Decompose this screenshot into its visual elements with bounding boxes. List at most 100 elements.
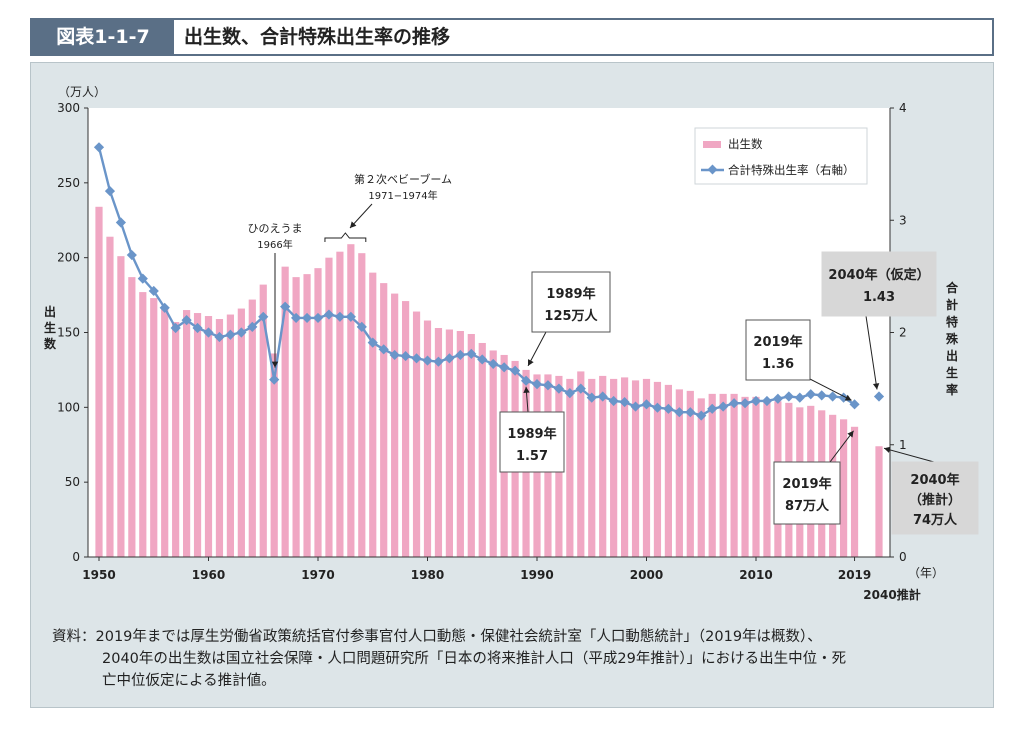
- bar-2003: [675, 389, 683, 557]
- figure-title: 出生数、合計特殊出生率の推移: [184, 26, 451, 48]
- bar-1981: [434, 328, 443, 557]
- tfr-point-1973: [345, 311, 356, 322]
- bar-1998: [621, 377, 629, 557]
- bar-1951: [106, 236, 114, 558]
- bar-1954: [139, 292, 147, 557]
- callout-1989-tfr-box: [499, 411, 565, 473]
- bar-1968: [292, 277, 300, 557]
- tfr-point-2002: [663, 403, 674, 414]
- y-right-label-char-5: 生: [946, 365, 958, 380]
- tfr-point-1965: [258, 311, 269, 322]
- x-unit: （年）: [908, 566, 944, 580]
- x-tick-1950: 1950: [82, 568, 115, 582]
- y-right-tick-1: 1: [899, 438, 907, 452]
- bar-1953: [128, 277, 136, 557]
- y-right-label-char-0: 合: [946, 280, 959, 295]
- bar-1961: [215, 319, 224, 557]
- y-left-unit: （万人）: [58, 85, 106, 99]
- tfr-point-1966: [269, 374, 280, 385]
- bar-1966: [270, 353, 278, 557]
- y-right-tick-0: 0: [899, 550, 907, 564]
- y-right-label-char-3: 殊: [945, 331, 959, 346]
- bar-1950: [95, 206, 103, 557]
- bar-1997: [610, 378, 618, 557]
- y-left-tick-50: 50: [65, 475, 80, 489]
- tfr-point-1995: [586, 392, 597, 403]
- tfr-point-2019: [849, 399, 860, 410]
- x-tick-1970: 1970: [301, 568, 334, 582]
- tfr-point-1950: [93, 142, 105, 153]
- callout-1989-tfr-value: 1.57: [516, 449, 548, 464]
- tfr-point-1998: [619, 397, 630, 408]
- tfr-point-2008: [729, 398, 740, 409]
- tfr-point-1975: [367, 337, 378, 348]
- tfr-point-1983: [455, 349, 466, 361]
- bar-1958: [183, 310, 191, 557]
- bar-1979: [412, 311, 421, 557]
- bar-1972: [336, 251, 344, 557]
- y-left-tick-0: 0: [72, 550, 80, 564]
- y-left-label-char-1: 生: [44, 320, 56, 335]
- tfr-point-1955: [148, 285, 159, 297]
- bar-1952: [117, 256, 125, 557]
- bar-1956: [161, 307, 169, 557]
- tfr-line-group: [93, 142, 885, 421]
- callout-2040-births-year: 2040年: [910, 472, 959, 488]
- callout-2040-tfr-year: 2040年（仮定）: [828, 267, 929, 283]
- y-left-tick-200: 200: [57, 251, 80, 265]
- y-right-label-char-4: 出: [946, 348, 958, 363]
- legend-bar-swatch: [703, 141, 721, 148]
- tfr-point-1971: [323, 309, 335, 320]
- tfr-point-1967: [280, 301, 291, 312]
- callout-2040-tfr: 2040年（仮定） 1.43: [821, 251, 937, 317]
- tfr-point-2009: [739, 398, 751, 409]
- bar-2004: [686, 390, 694, 557]
- legend-bar-label: 出生数: [728, 137, 763, 151]
- x-tick-1990: 1990: [520, 568, 553, 582]
- callout-1989-births: 1989年 125万人: [531, 271, 611, 333]
- callout-2019-births: 2019年 87万人: [773, 461, 841, 525]
- bar-1970: [314, 268, 322, 557]
- bar-1973: [347, 244, 355, 558]
- bar-1999: [631, 380, 640, 557]
- y-left-tick-150: 150: [57, 326, 80, 340]
- arrow-2040-births-line: [883, 447, 935, 463]
- tfr-point-2001: [652, 402, 663, 413]
- bar-1969: [303, 274, 311, 557]
- callout-2019-tfr: 2019年 1.36: [745, 319, 811, 381]
- x-tick-2000: 2000: [630, 568, 663, 582]
- y-right-label-char-2: 特: [946, 314, 958, 329]
- axes: 0 50 100 150 200 250 300 0 1 2 3 4 1950 1960 1970 1980 1…: [44, 101, 959, 582]
- y-left-label-char-0: 出: [44, 304, 56, 319]
- arrow-baby-boom-head: [350, 221, 357, 228]
- callout-2019-tfr-year: 2019年: [753, 334, 802, 350]
- figure-number: 図表1-1-7: [32, 20, 174, 54]
- callout-2040-tfr-value: 1.43: [863, 290, 895, 305]
- tfr-point-1953: [126, 249, 137, 261]
- arrow-2019-tfr-head: [844, 394, 852, 401]
- arrow-2019-tfr-line: [807, 377, 852, 401]
- bar-2005: [697, 398, 705, 557]
- tfr-point-1959: [192, 322, 203, 334]
- bar-1985: [478, 342, 486, 557]
- bar-2007: [719, 393, 727, 557]
- arrow-hinoeuma: [271, 253, 279, 368]
- arrow-1989-tfr: [523, 386, 530, 413]
- annotation-baby-boom-years: 1971−1974年: [368, 189, 437, 202]
- tfr-point-1964: [247, 321, 258, 332]
- legend-line-marker: [707, 164, 718, 175]
- x-tick-2010: 2010: [739, 568, 772, 582]
- callout-2040-births-sub: （推計）: [909, 492, 961, 508]
- bar-1963: [237, 308, 245, 557]
- tfr-point-1952: [115, 217, 126, 228]
- tfr-point-2016: [816, 390, 827, 401]
- x-tick-1980: 1980: [411, 568, 444, 582]
- bar-1980: [423, 320, 432, 557]
- callout-2019-tfr-box: [745, 319, 811, 381]
- callout-1989-births-year: 1989年: [546, 286, 595, 302]
- y-right-label: 合計特殊出生率: [945, 280, 959, 397]
- arrow-1989-births-line: [527, 331, 547, 367]
- tfr-point-1970: [312, 312, 324, 323]
- arrow-2040-births: [883, 446, 935, 463]
